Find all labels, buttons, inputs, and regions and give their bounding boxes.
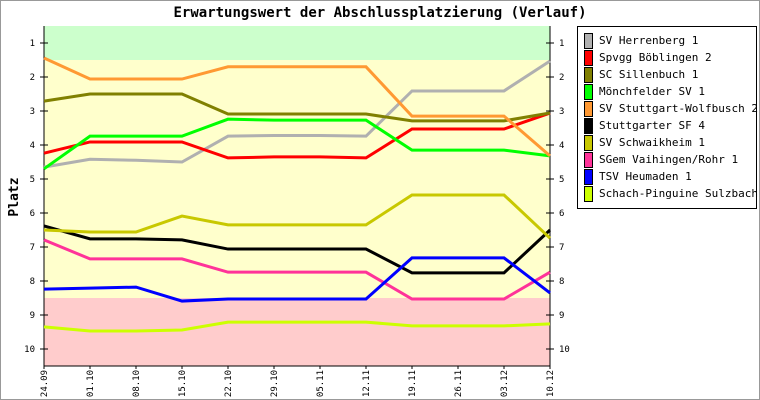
series-line-6 xyxy=(43,193,552,240)
y-tick-label: 4 xyxy=(30,141,35,151)
y-tick-label-right: 4 xyxy=(559,141,564,151)
legend-item: SV Herrenberg 1 xyxy=(584,32,698,49)
x-tick-label: 03.12 xyxy=(500,370,510,397)
series-line-8 xyxy=(43,256,551,303)
y-tick-label-right: 1 xyxy=(559,39,564,49)
legend-label: SV Herrenberg 1 xyxy=(599,34,699,47)
y-tick-label: 2 xyxy=(30,73,35,83)
y-tick-label-right: 3 xyxy=(559,107,564,117)
x-tick-label: 12.11 xyxy=(362,370,372,397)
series-line-0 xyxy=(43,59,551,169)
legend-swatch xyxy=(584,84,593,100)
legend-item: SV Schwaikheim 1 xyxy=(584,134,705,151)
x-tick-label: 05.11 xyxy=(316,370,326,397)
series-line-7 xyxy=(43,238,551,301)
y-tick-label: 6 xyxy=(30,209,35,219)
chart-title: Erwartungswert der Abschlussplatzierung … xyxy=(173,5,587,21)
x-tick-label: 10.12 xyxy=(546,370,556,397)
y-tick-label-right: 10 xyxy=(559,345,570,355)
y-tick-label-right: 2 xyxy=(559,73,564,83)
series-line-9 xyxy=(43,320,551,333)
series-line-3 xyxy=(43,117,551,171)
legend-item: Spvgg Böblingen 2 xyxy=(584,49,712,66)
y-tick-label-right: 6 xyxy=(559,209,564,219)
y-tick-label: 1 xyxy=(30,39,35,49)
legend-item: SGem Vaihingen/Rohr 1 xyxy=(584,151,738,168)
y-tick-label-right: 5 xyxy=(559,175,564,185)
legend-label: Mönchfelder SV 1 xyxy=(599,85,705,98)
legend-item: SC Sillenbuch 1 xyxy=(584,66,698,83)
zone-band-1 xyxy=(44,60,550,298)
legend-swatch xyxy=(584,169,593,185)
y-tick-label: 10 xyxy=(24,345,35,355)
x-tick-label: 22.10 xyxy=(224,370,234,397)
legend-label: SGem Vaihingen/Rohr 1 xyxy=(599,153,739,166)
legend: SV Herrenberg 1 Spvgg Böblingen 2 SC Sille… xyxy=(577,26,760,209)
y-tick-label: 5 xyxy=(30,175,35,185)
y-tick-label: 3 xyxy=(30,107,35,117)
x-tick-label: 19.11 xyxy=(408,370,418,397)
y-tick-label-right: 8 xyxy=(559,277,564,287)
series-line-1 xyxy=(43,111,551,160)
y-tick-label-right: 9 xyxy=(559,311,564,321)
legend-swatch xyxy=(584,50,593,66)
y-tick-label: 8 xyxy=(30,277,35,287)
legend-label: SV Schwaikheim 1 xyxy=(599,136,705,149)
legend-swatch xyxy=(584,186,593,202)
y-axis-label: Platz xyxy=(7,177,22,216)
x-tick-label: 26.11 xyxy=(454,370,464,397)
legend-item: Schach-Pinguine Sulzbach 1 xyxy=(584,185,760,202)
x-tick-label: 29.10 xyxy=(270,370,280,397)
legend-label: Stuttgarter SF 4 xyxy=(599,119,705,132)
legend-label: SC Sillenbuch 1 xyxy=(599,68,699,81)
y-tick-label-right: 7 xyxy=(559,243,564,253)
legend-swatch xyxy=(584,33,593,49)
legend-label: Schach-Pinguine Sulzbach 1 xyxy=(599,187,760,200)
legend-label: TSV Heumaden 1 xyxy=(599,170,692,183)
legend-swatch xyxy=(584,135,593,151)
legend-item: TSV Heumaden 1 xyxy=(584,168,692,185)
legend-label: Spvgg Böblingen 2 xyxy=(599,51,712,64)
legend-swatch xyxy=(584,101,593,117)
legend-swatch xyxy=(584,152,593,168)
y-tick-label: 7 xyxy=(30,243,35,253)
x-tick-label: 08.10 xyxy=(132,370,142,397)
series-line-4 xyxy=(43,56,551,158)
legend-label: SV Stuttgart-Wolfbusch 2 xyxy=(599,102,758,115)
legend-swatch xyxy=(584,67,593,83)
y-tick-label: 9 xyxy=(30,311,35,321)
series-line-2 xyxy=(43,92,551,123)
legend-item: Mönchfelder SV 1 xyxy=(584,83,705,100)
legend-swatch xyxy=(584,118,593,134)
x-tick-label: 24.09 xyxy=(40,370,50,397)
legend-item: Stuttgarter SF 4 xyxy=(584,117,705,134)
x-tick-label: 15.10 xyxy=(178,370,188,397)
zone-band-0 xyxy=(44,26,550,60)
x-tick-label: 01.10 xyxy=(86,370,96,397)
legend-item: SV Stuttgart-Wolfbusch 2 xyxy=(584,100,758,117)
series-line-5 xyxy=(43,224,552,275)
